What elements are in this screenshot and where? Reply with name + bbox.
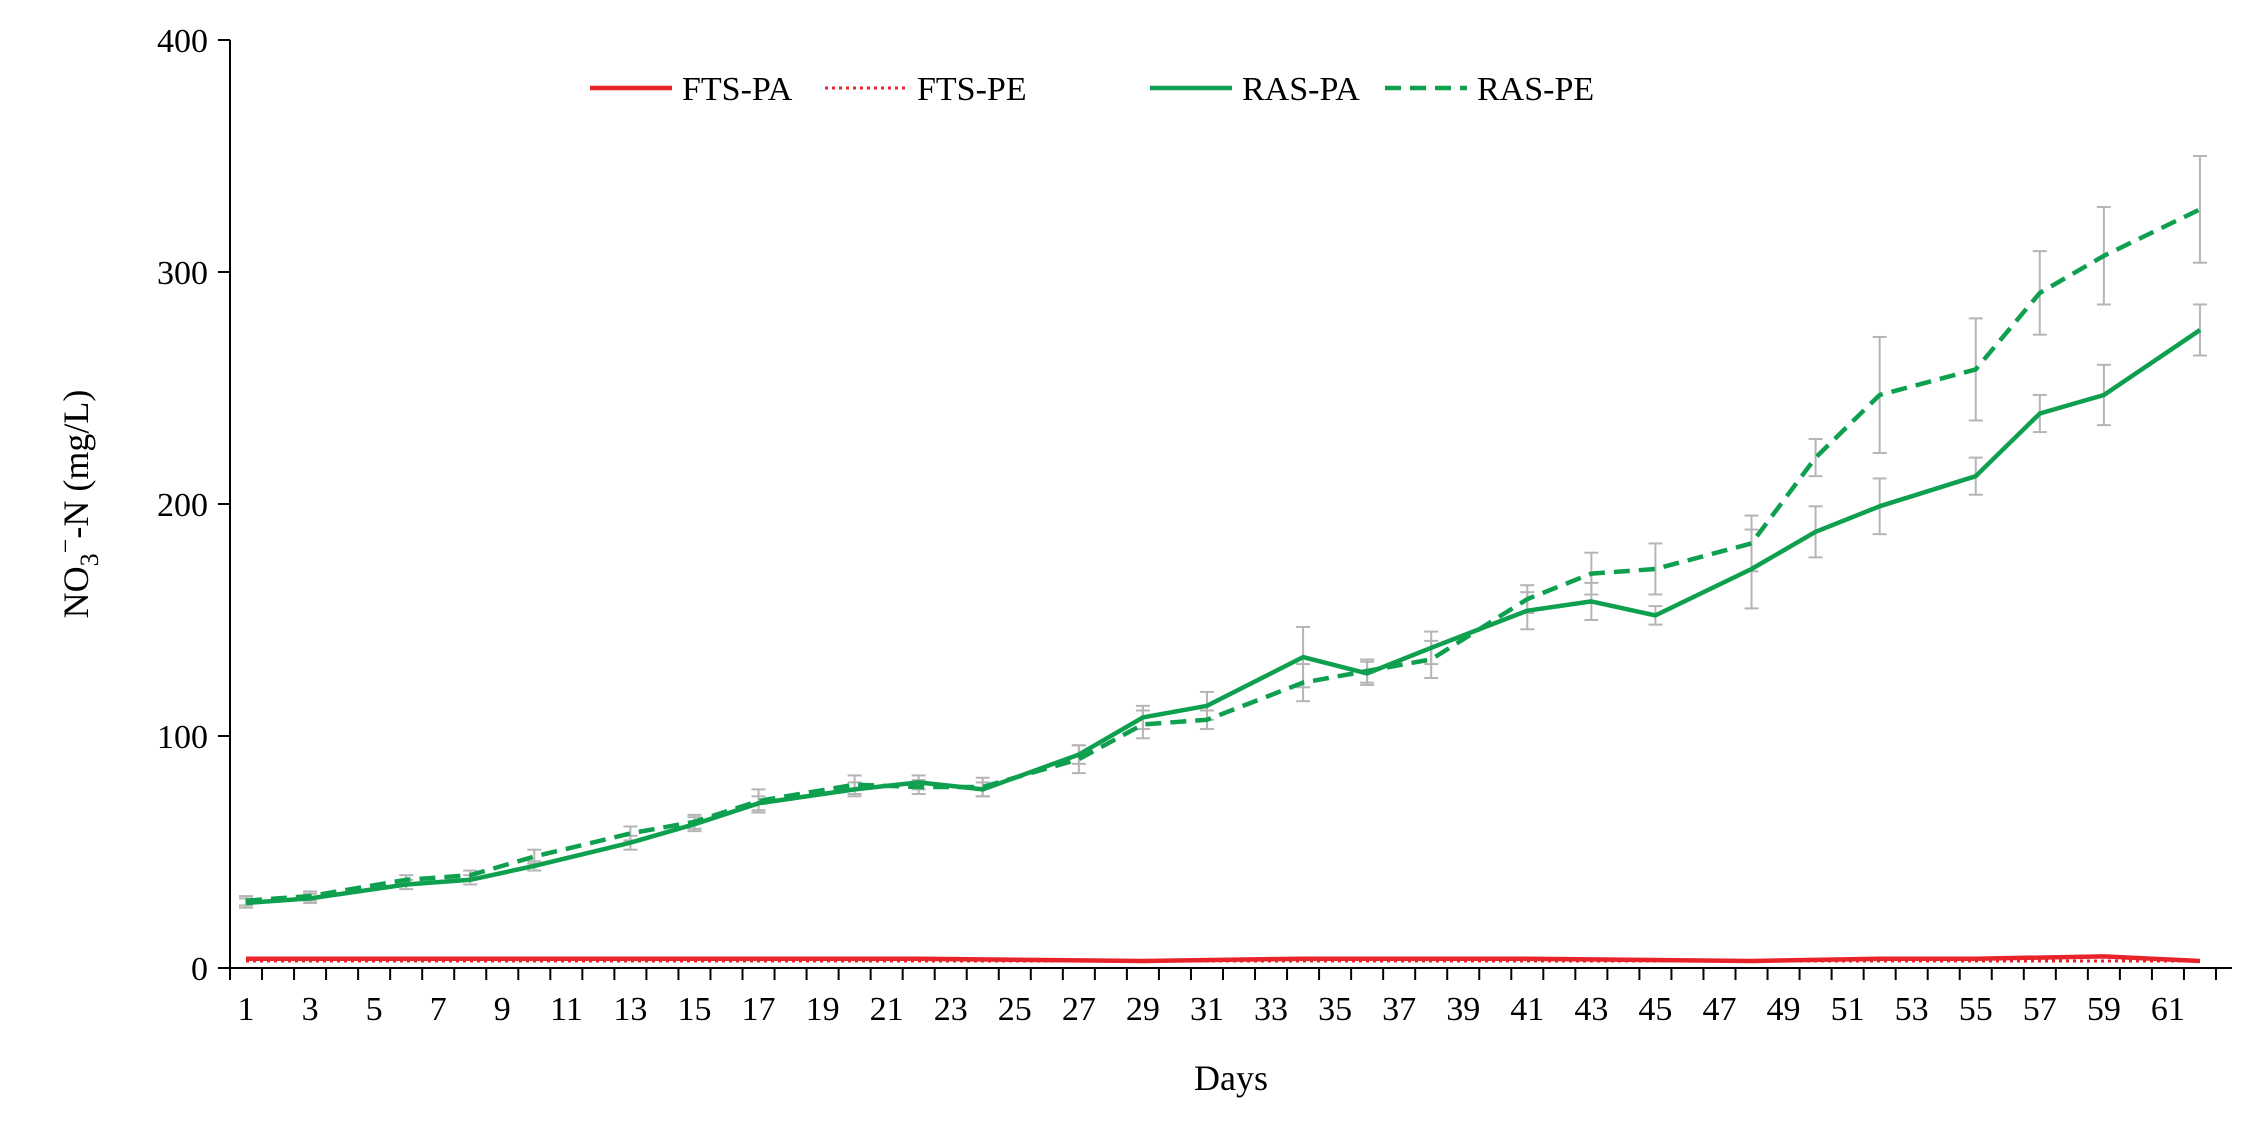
x-tick-label: 15	[677, 991, 711, 1028]
legend-label: RAS-PE	[1477, 71, 1594, 108]
x-tick-label: 39	[1446, 991, 1480, 1028]
series-line-ras-pa	[245, 328, 2202, 906]
x-tick-label: 7	[430, 991, 447, 1028]
x-tick-label: 47	[1702, 991, 1736, 1028]
y-tick-label: 400	[157, 23, 208, 60]
error-bars	[239, 155, 2207, 909]
y-axis-title-rest: -N (mg/L)	[56, 390, 96, 539]
error-bar	[1808, 438, 1823, 478]
error-bar	[1071, 744, 1086, 775]
x-tick-label: 45	[1638, 991, 1672, 1028]
y-axis-ticks: 0 100 200 300 400	[157, 23, 230, 988]
error-bar	[751, 788, 766, 814]
y-axis-title: NO3−-N (mg/L)	[51, 390, 104, 619]
legend-item: FTS-PE	[825, 71, 1027, 108]
x-tick-label: 61	[2151, 991, 2185, 1028]
x-tick-label: 5	[366, 991, 383, 1028]
x-tick-label: 25	[998, 991, 1032, 1028]
series-line-ras-pe	[245, 207, 2201, 903]
error-bar	[1648, 542, 1663, 596]
x-axis-title: Days	[1194, 1058, 1268, 1098]
y-tick-label: 300	[157, 255, 208, 292]
series-lines	[245, 207, 2202, 964]
legend-label: FTS-PE	[917, 71, 1027, 108]
series-line-fts-pa	[246, 954, 2201, 964]
x-tick-label: 29	[1126, 991, 1160, 1028]
x-axis-ticks: 1 3 5 7 9 11 13 15 17 19 21 23 25 27 29 31 33 35 37 39 41 43 4…	[229, 968, 2217, 1028]
x-tick-label: 53	[1895, 991, 1929, 1028]
legend: FTS-PA FTS-PE RAS-PA RAS-PE	[590, 71, 1594, 108]
error-bar	[2192, 155, 2207, 264]
legend-item: RAS-PA	[1150, 71, 1360, 108]
x-tick-label: 27	[1062, 991, 1096, 1028]
x-tick-label: 37	[1382, 991, 1416, 1028]
x-tick-label: 55	[1959, 991, 1993, 1028]
x-tick-label: 57	[2023, 991, 2057, 1028]
y-axis-title-subscript: 3	[75, 553, 104, 566]
x-tick-label: 13	[613, 991, 647, 1028]
x-tick-label: 19	[806, 991, 840, 1028]
x-tick-label: 35	[1318, 991, 1352, 1028]
x-tick-label: 43	[1574, 991, 1608, 1028]
y-tick-label: 200	[157, 487, 208, 524]
x-tick-label: 21	[870, 991, 904, 1028]
legend-label: RAS-PA	[1242, 71, 1360, 108]
x-tick-label: 9	[494, 991, 511, 1028]
legend-item: FTS-PA	[590, 71, 793, 108]
x-tick-label: 51	[1831, 991, 1865, 1028]
x-tick-label: 17	[742, 991, 776, 1028]
x-tick-label: 59	[2087, 991, 2121, 1028]
y-axis-title-main: NO	[56, 566, 96, 618]
x-tick-label: 23	[934, 991, 968, 1028]
y-axis-title-superscript: −	[51, 539, 80, 554]
x-tick-label: 11	[550, 991, 583, 1028]
x-tick-label: 1	[238, 991, 255, 1028]
axes	[229, 40, 2232, 969]
y-tick-label: 100	[157, 719, 208, 756]
x-tick-label: 33	[1254, 991, 1288, 1028]
y-tick-label: 0	[191, 951, 208, 988]
x-tick-label: 31	[1190, 991, 1224, 1028]
x-tick-label: 49	[1767, 991, 1801, 1028]
x-tick-label: 3	[302, 991, 319, 1028]
x-tick-label: 41	[1510, 991, 1544, 1028]
legend-label: FTS-PA	[682, 71, 793, 108]
legend-item: RAS-PE	[1385, 71, 1594, 108]
